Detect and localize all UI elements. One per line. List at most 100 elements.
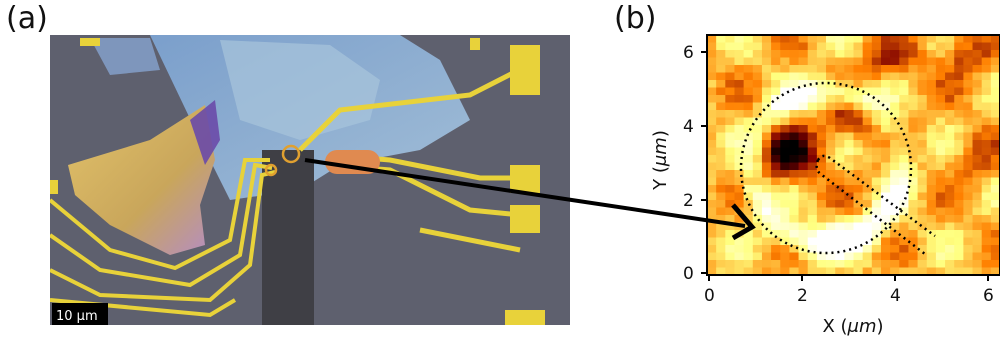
heatmap-cell — [716, 170, 726, 179]
heatmap-cell — [972, 252, 983, 261]
heatmap-cell — [926, 132, 937, 141]
heatmap-cell — [917, 125, 928, 134]
heatmap-cell — [963, 252, 974, 261]
heatmap-cell — [807, 57, 818, 66]
heatmap-cell — [761, 162, 772, 171]
heatmap-cell — [743, 87, 754, 96]
heatmap-cell — [826, 42, 836, 51]
heatmap-cell — [880, 125, 891, 134]
heatmap-cell — [890, 260, 900, 269]
heatmap-cell — [716, 237, 726, 246]
heatmap-cell — [972, 200, 983, 209]
heatmap-cell — [899, 177, 910, 186]
heatmap-cell — [880, 170, 891, 179]
heatmap-cell — [871, 65, 882, 74]
heatmap-cell — [880, 155, 891, 164]
heatmap-cell — [771, 185, 781, 194]
heatmap-cell — [743, 170, 754, 179]
heatmap-cell — [743, 110, 754, 119]
heatmap-cell — [945, 267, 955, 275]
heatmap-cell — [917, 102, 928, 111]
heatmap-cell — [981, 35, 992, 44]
heatmap-cell — [816, 162, 827, 171]
heatmap-cell — [835, 50, 845, 59]
heatmap-cell — [899, 170, 910, 179]
heatmap-cell — [935, 95, 946, 104]
heatmap-cell — [917, 155, 928, 164]
heatmap-cell — [880, 230, 891, 239]
heatmap-cell — [734, 95, 745, 104]
heatmap-cell — [844, 155, 855, 164]
heatmap-cell — [826, 57, 836, 66]
heatmap-cell — [972, 155, 983, 164]
heatmap-cell — [807, 207, 818, 216]
heatmap-cell — [945, 260, 955, 269]
heatmap-cell — [880, 237, 891, 246]
heatmap-cell — [862, 132, 873, 141]
heatmap-cell — [743, 245, 754, 254]
heatmap-cell — [826, 125, 836, 134]
heatmap-cell — [752, 170, 763, 179]
heatmap-cell — [743, 207, 754, 216]
heatmap-cell — [853, 147, 864, 156]
heatmap-cell — [981, 147, 992, 156]
heatmap-cell — [926, 110, 937, 119]
heatmap-cell — [908, 192, 919, 201]
heatmap-cell — [844, 185, 855, 194]
heatmap-cell — [963, 200, 974, 209]
heatmap-cell — [926, 140, 937, 149]
heatmap-cell — [899, 125, 910, 134]
heatmap-cell — [963, 162, 974, 171]
heatmap-cell — [908, 162, 919, 171]
heatmap-cell — [789, 230, 800, 239]
heatmap-cell — [734, 192, 745, 201]
heatmap-cell — [972, 185, 983, 194]
heatmap-cell — [917, 50, 928, 59]
heatmap-cell — [752, 162, 763, 171]
heatmap-cell — [771, 140, 781, 149]
heatmap-cell — [816, 267, 827, 275]
heatmap-cell — [771, 35, 781, 44]
heatmap-cell — [707, 200, 717, 209]
heatmap-cell — [798, 50, 809, 59]
heatmap-cell — [780, 95, 791, 104]
heatmap-cell — [780, 260, 791, 269]
heatmap-cell — [743, 102, 754, 111]
heatmap-cell — [835, 35, 845, 44]
heatmap-cell — [945, 177, 955, 186]
heatmap-cell — [972, 222, 983, 231]
heatmap-cell — [935, 222, 946, 231]
heatmap-cell — [972, 125, 983, 134]
heatmap-cell — [826, 117, 836, 126]
heatmap-cell — [926, 185, 937, 194]
heatmap-panel: 0 2 4 6 0 2 4 6 X (μm) Y (μm) — [650, 34, 1000, 337]
heatmap-cell — [880, 207, 891, 216]
heatmap-cell — [725, 200, 736, 209]
heatmap-cell — [816, 95, 827, 104]
heatmap-cell — [926, 222, 937, 231]
heatmap-cell — [780, 245, 791, 254]
heatmap-cell — [826, 192, 836, 201]
heatmap-cell — [789, 200, 800, 209]
heatmap-cell — [862, 57, 873, 66]
heatmap-cell — [725, 95, 736, 104]
heatmap-cell — [945, 125, 955, 134]
heatmap-cell — [926, 125, 937, 134]
heatmap-cell — [789, 140, 800, 149]
axis-ticks — [701, 51, 989, 281]
heatmap-cell — [716, 185, 726, 194]
heatmap-cell — [707, 267, 717, 275]
heatmap-cell — [972, 192, 983, 201]
heatmap-cell — [780, 267, 791, 275]
heatmap-cell — [963, 170, 974, 179]
heatmap-cell — [945, 147, 955, 156]
heatmap-cell — [890, 162, 900, 171]
heatmap-cell — [780, 192, 791, 201]
heatmap-cell — [716, 222, 726, 231]
heatmap-cell — [844, 110, 855, 119]
heatmap-cell — [945, 192, 955, 201]
heatmap-cell — [734, 102, 745, 111]
heatmap-cell — [725, 245, 736, 254]
heatmap-cell — [826, 72, 836, 81]
heatmap-cell — [725, 35, 736, 44]
